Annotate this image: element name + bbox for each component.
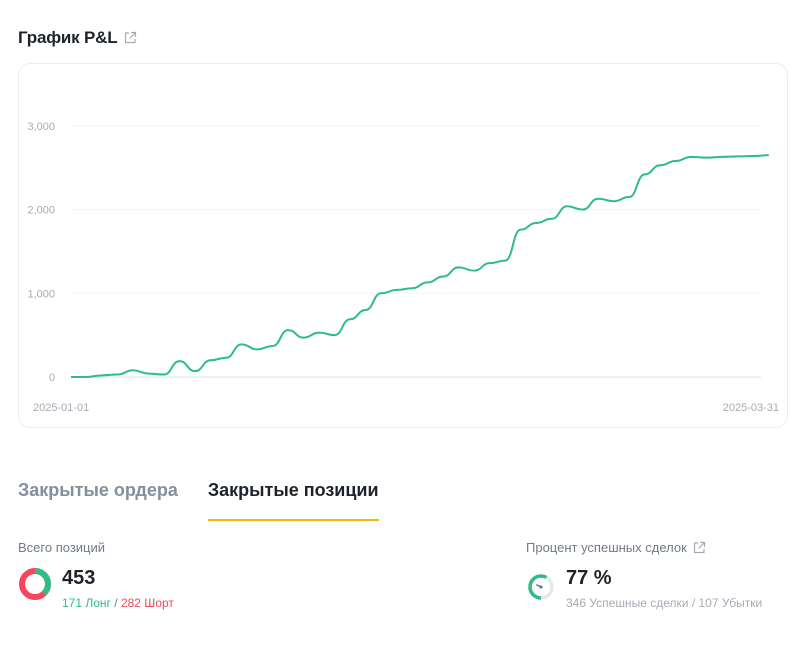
long-short-donut-icon (19, 568, 51, 600)
pnl-chart-svg: 0 1,000 2,000 3,000 2025-01-01 2025-03-31 (27, 121, 779, 414)
total-positions-value: 453 (62, 567, 96, 589)
total-positions-label: Всего позиций (18, 540, 106, 555)
external-link-icon[interactable] (123, 31, 137, 45)
y-tick-label: 3,000 (27, 121, 55, 133)
losses-count: 107 Убытки (698, 596, 763, 610)
x-tick-label: 2025-03-31 (723, 402, 779, 414)
pnl-chart: 0 1,000 2,000 3,000 2025-01-01 2025-03-31 (18, 63, 788, 428)
short-count: 282 Шорт (120, 596, 174, 610)
tab-closed-orders[interactable]: Закрытые ордера (18, 480, 178, 500)
y-tick-label: 0 (49, 372, 55, 384)
positions-tabs: Закрытые ордера Закрытые позиции (18, 480, 379, 521)
pnl-header: График P&L (18, 28, 137, 48)
external-link-icon[interactable] (692, 541, 706, 555)
pnl-series-line (71, 154, 769, 378)
win-rate-label: Процент успешных сделок (526, 540, 687, 555)
total-positions-panel: Всего позиций 453 171 Лонг / 282 Шорт (18, 540, 174, 610)
pnl-title: График P&L (18, 28, 118, 47)
win-rate-value: 77 % (566, 567, 612, 589)
win-rate-panel: Процент успешных сделок 77 % 346 Успешны… (526, 540, 763, 610)
y-tick-label: 1,000 (27, 288, 55, 300)
long-count: 171 Лонг (62, 596, 111, 610)
wins-count: 346 Успешные сделки (566, 596, 689, 610)
win-rate-gauge-icon (528, 574, 554, 600)
tab-closed-positions[interactable]: Закрытые позиции (207, 480, 379, 521)
y-tick-label: 2,000 (27, 205, 55, 217)
x-tick-label: 2025-01-01 (33, 402, 89, 414)
